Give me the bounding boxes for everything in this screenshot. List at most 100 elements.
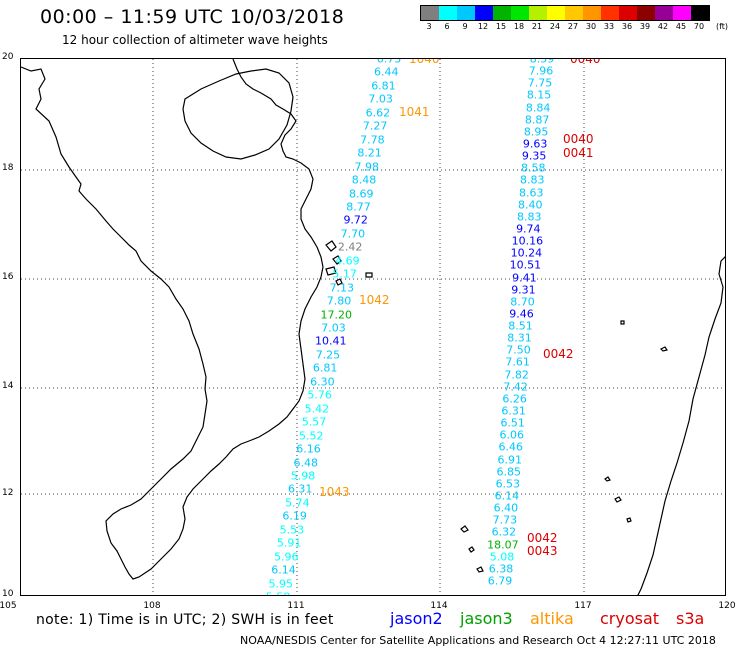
wave-height-value: 6.51 bbox=[500, 416, 525, 430]
wave-height-value: 6.79 bbox=[487, 574, 513, 588]
lon-label: 105 bbox=[0, 601, 17, 611]
pass-time-label: 0041 bbox=[563, 146, 594, 160]
wave-height-value: 6.30 bbox=[310, 375, 335, 389]
wave-height-value: 8.70 bbox=[510, 295, 535, 309]
color-scale-tick: 36 bbox=[621, 22, 633, 31]
wave-height-value: 9.41 bbox=[512, 271, 537, 284]
wave-height-value: 8.77 bbox=[346, 200, 371, 214]
wave-height-value: 5.76 bbox=[307, 388, 332, 402]
wave-height-value: 7.03 bbox=[368, 92, 393, 106]
wave-height-value: 5.42 bbox=[304, 402, 330, 416]
lat-label: 12 bbox=[2, 488, 14, 498]
wave-height-value: 6.06 bbox=[499, 428, 524, 442]
wave-height-value: 8.48 bbox=[351, 173, 377, 187]
wave-height-value: 7.03 bbox=[321, 321, 346, 335]
wave-height-map: 6.73 6.44 6.81 7.03 6.62 7.27 7.78 8.21 7.98 8.48… bbox=[20, 58, 726, 596]
wave-height-value: 6.16 bbox=[296, 442, 321, 456]
color-scale-tick: 24 bbox=[549, 22, 561, 31]
pass-time-label: 0042 bbox=[527, 531, 558, 545]
color-scale-tick: 6 bbox=[444, 22, 450, 31]
wave-height-value: 9.35 bbox=[521, 149, 547, 163]
wave-height-value: 6.31 bbox=[287, 482, 313, 496]
legend-note: note: 1) Time is in UTC; 2) SWH is in fe… bbox=[36, 612, 334, 628]
wave-height-value: 6.62 bbox=[365, 106, 391, 120]
color-scale-tick: 3 bbox=[426, 22, 432, 31]
color-swatch bbox=[637, 6, 655, 20]
pass-time-label: 1042 bbox=[359, 293, 390, 307]
wave-height-value: 5.53 bbox=[279, 523, 305, 537]
color-swatch bbox=[583, 6, 601, 20]
graticule bbox=[21, 59, 725, 595]
wave-height-value: 6.85 bbox=[496, 465, 522, 479]
wave-height-value: 5.17 bbox=[332, 267, 357, 281]
color-swatch bbox=[475, 6, 493, 20]
legend-cryosat: cryosat bbox=[600, 609, 660, 628]
wave-height-value: 5.95 bbox=[268, 577, 294, 591]
color-swatch bbox=[655, 6, 673, 20]
wave-height-value: 7.98 bbox=[354, 160, 380, 174]
wave-height-value: 6.91 bbox=[497, 453, 523, 467]
wave-height-value: 5.08 bbox=[489, 550, 515, 564]
wave-height-value: 8.87 bbox=[524, 113, 550, 127]
color-scale-tick: 27 bbox=[567, 22, 579, 31]
color-swatch bbox=[565, 6, 583, 20]
wave-height-value: 6.73 bbox=[376, 58, 402, 66]
color-scale-tick: 33 bbox=[603, 22, 615, 31]
wave-height-value: 6.26 bbox=[502, 392, 527, 406]
wave-height-value: 5.98 bbox=[290, 469, 316, 483]
wave-height-value: 8.21 bbox=[357, 146, 382, 160]
wave-height-value: 5.52 bbox=[299, 429, 324, 443]
vietnam-coastline bbox=[21, 59, 324, 580]
wave-height-value: 5.74 bbox=[285, 496, 310, 510]
legend-jason3: jason3 bbox=[460, 609, 513, 628]
wave-height-value: 6.81 bbox=[371, 79, 396, 93]
wave-height-value: 7.61 bbox=[505, 355, 530, 369]
lat-label: 14 bbox=[2, 381, 14, 391]
wave-height-value: 7.75 bbox=[527, 76, 553, 90]
color-swatch bbox=[601, 6, 619, 20]
wave-height-value: 5.57 bbox=[301, 415, 327, 429]
wave-height-value: 7.96 bbox=[528, 64, 554, 78]
color-scale-tick: 42 bbox=[657, 22, 669, 31]
color-swatch bbox=[691, 6, 709, 20]
color-scale-tick: 12 bbox=[477, 22, 489, 31]
lon-label: 120 bbox=[718, 601, 736, 611]
hainan-island bbox=[182, 68, 294, 160]
wave-height-value: 7.13 bbox=[329, 281, 355, 295]
wave-height-value: 4.69 bbox=[335, 254, 360, 268]
wave-height-value: 7.82 bbox=[504, 368, 529, 382]
wave-height-value: 5.58 bbox=[266, 592, 291, 596]
wave-height-value: 6.19 bbox=[282, 509, 307, 523]
wave-height-value: 9.31 bbox=[511, 283, 536, 297]
wave-height-value: 8.31 bbox=[507, 331, 532, 345]
map-title: 00:00 – 11:59 UTC 10/03/2018 bbox=[40, 6, 345, 28]
color-swatch bbox=[529, 6, 547, 20]
wave-height-value: 7.25 bbox=[315, 348, 341, 362]
wave-height-value: 8.83 bbox=[519, 173, 545, 187]
color-swatch bbox=[439, 6, 457, 20]
pass-time-label: 0043 bbox=[527, 544, 558, 558]
paracel-islands bbox=[325, 240, 373, 286]
wave-height-value: 9.74 bbox=[516, 222, 541, 236]
lon-label: 108 bbox=[143, 601, 161, 611]
wave-height-value: 9.46 bbox=[509, 307, 534, 321]
lat-label: 16 bbox=[2, 272, 14, 282]
color-scale-bar bbox=[420, 5, 710, 21]
legend-jason2: jason2 bbox=[390, 609, 443, 628]
pass-time-label: 0040 bbox=[570, 58, 601, 66]
wave-height-value: 9.63 bbox=[522, 137, 548, 151]
pass-time-label: 0040 bbox=[563, 132, 594, 146]
legend-s3a: s3a bbox=[676, 609, 705, 628]
color-scale-tick: 9 bbox=[462, 22, 468, 31]
wave-height-value: 8.15 bbox=[526, 88, 552, 102]
small-islands bbox=[460, 320, 668, 573]
color-swatch bbox=[619, 6, 637, 20]
coastline-layer bbox=[21, 59, 725, 595]
color-swatch bbox=[673, 6, 691, 20]
lat-label: 10 bbox=[2, 589, 14, 599]
wave-height-value: 17.20 bbox=[320, 308, 353, 322]
wave-height-value: 8.69 bbox=[349, 187, 374, 200]
wave-height-value: 7.80 bbox=[326, 294, 352, 308]
lon-label: 114 bbox=[430, 601, 448, 611]
wave-height-value: 18.07 bbox=[487, 538, 519, 552]
